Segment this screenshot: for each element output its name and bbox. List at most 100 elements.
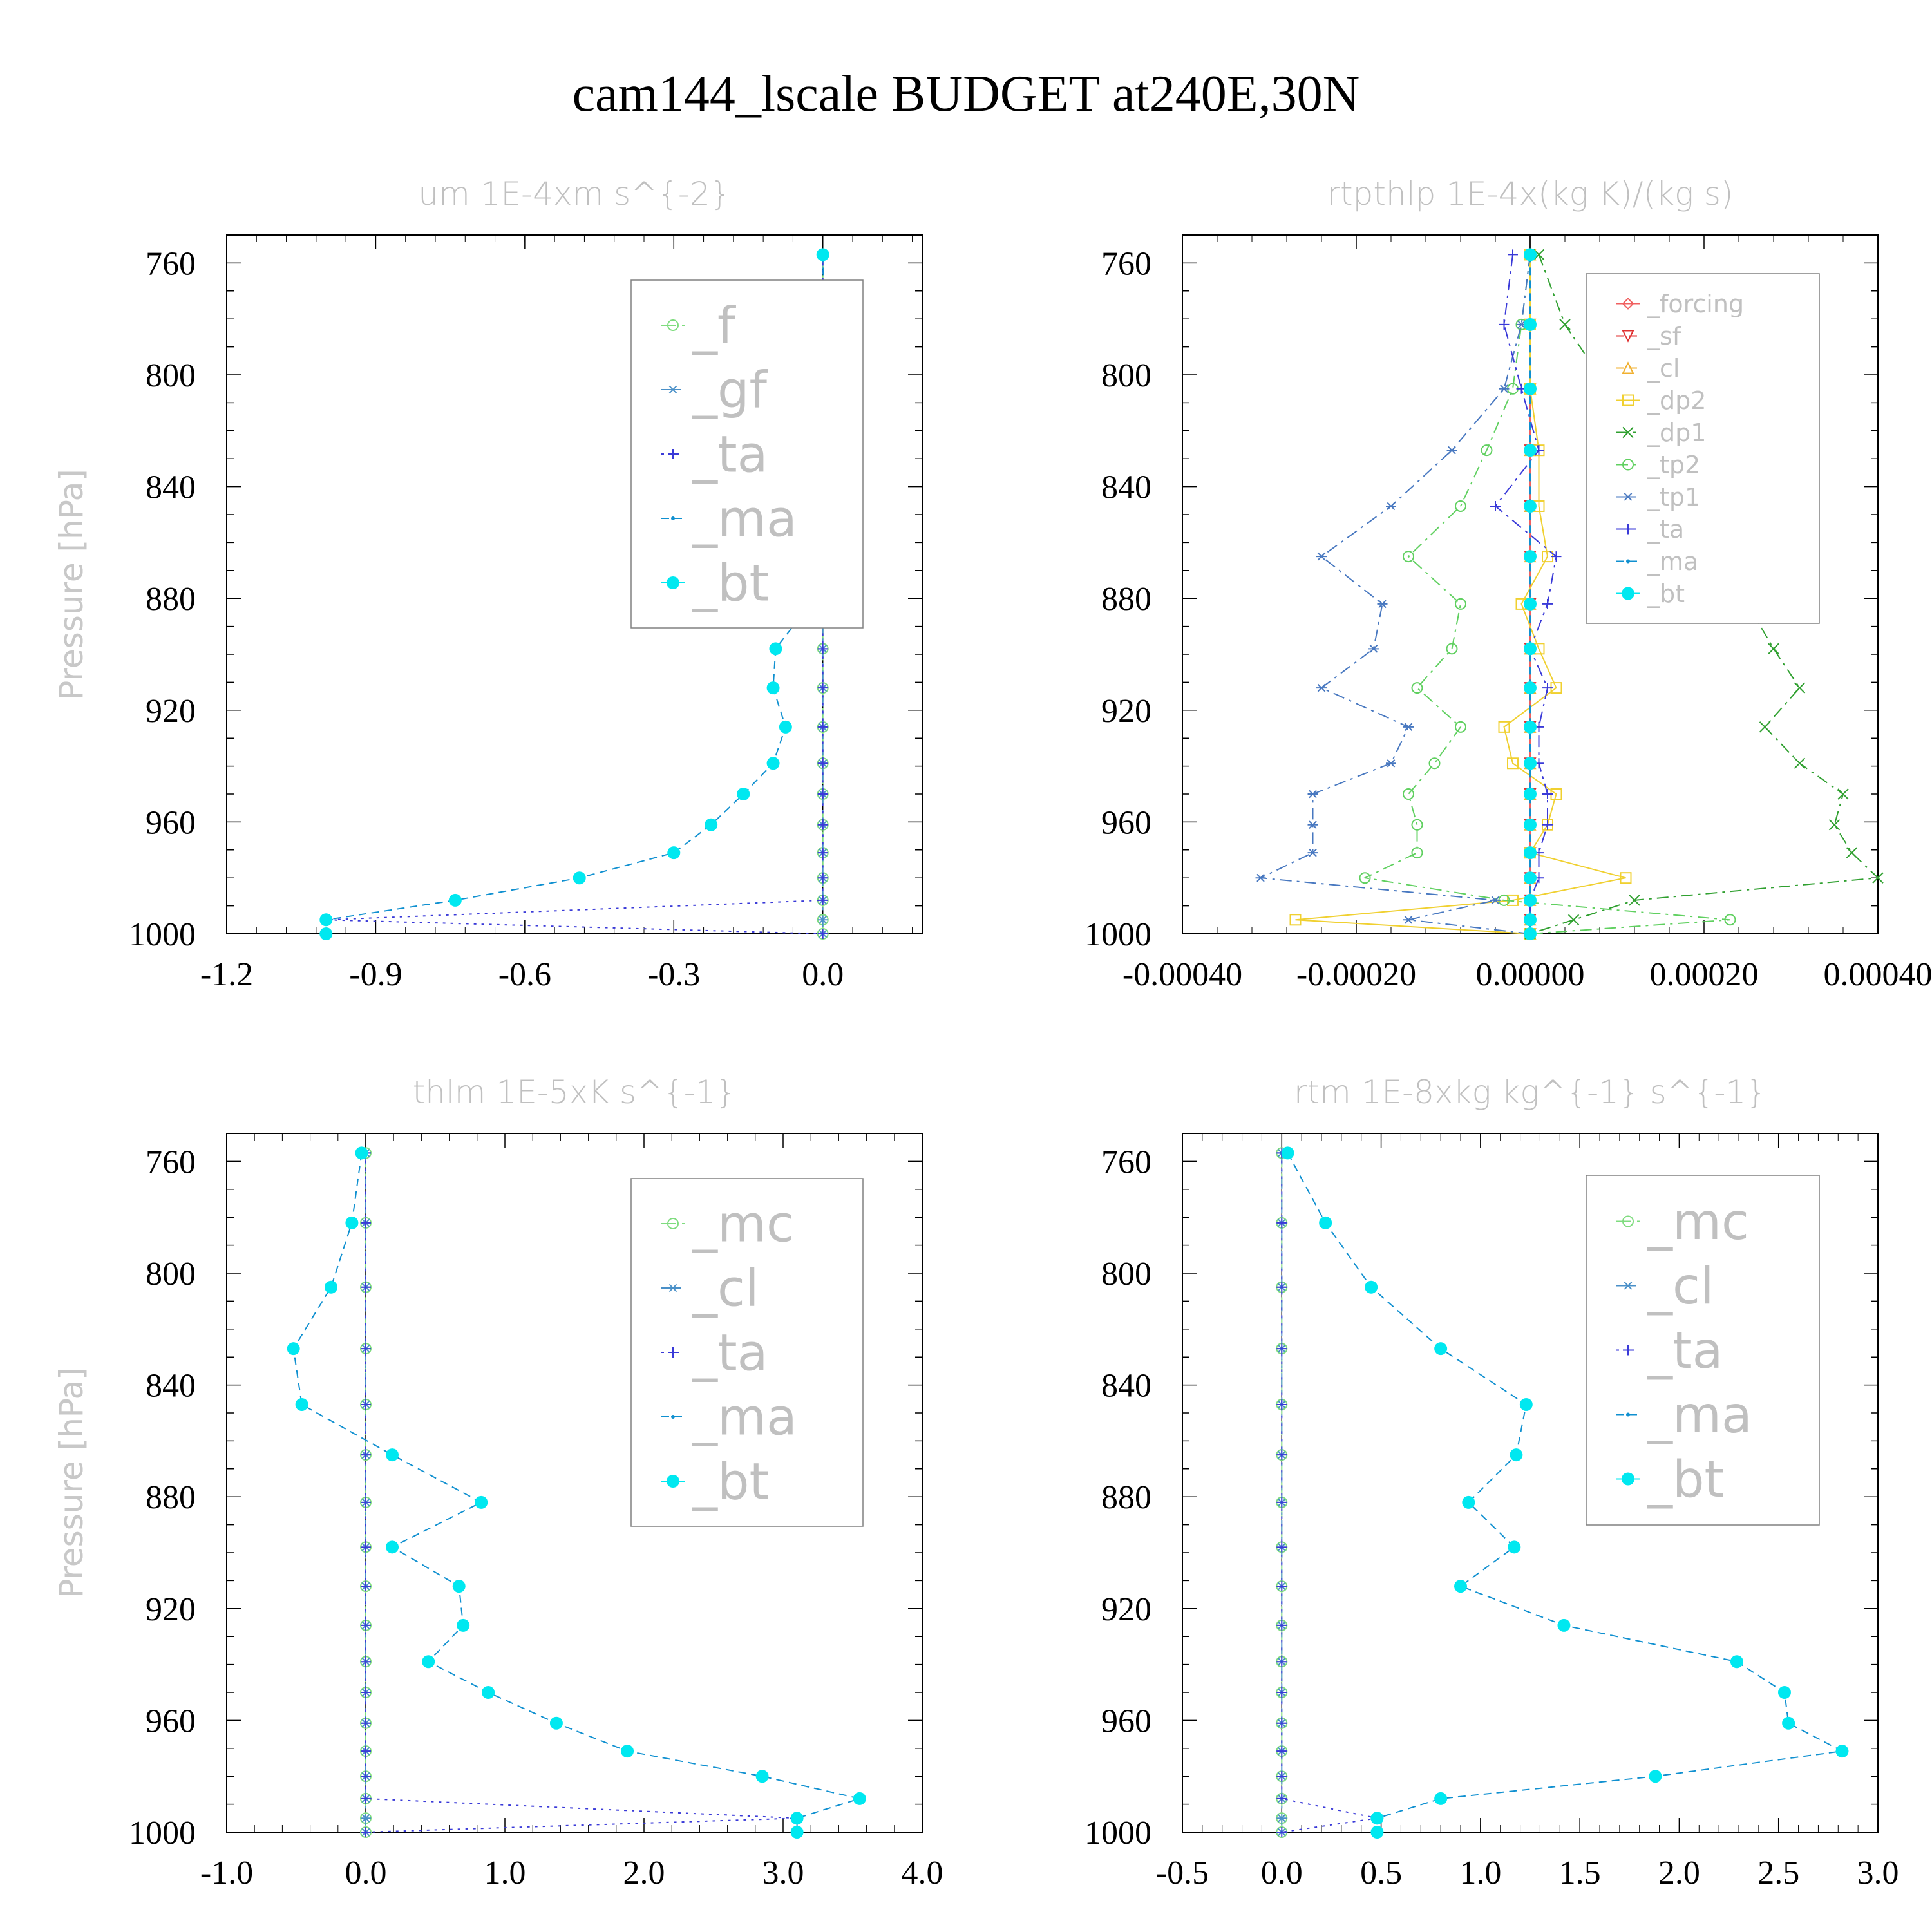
data-point <box>1524 871 1537 885</box>
data-point <box>1567 914 1580 926</box>
data-point <box>1524 382 1537 395</box>
legend-swatch-marker <box>1622 298 1634 310</box>
data-point <box>1620 872 1632 884</box>
series-dp2 <box>1289 249 1632 940</box>
data-point <box>1777 1686 1791 1699</box>
figure-title: cam144_lscale BUDGET at240E,30N <box>573 66 1360 122</box>
data-point <box>766 757 780 770</box>
y-tick-label: 760 <box>1101 1144 1151 1180</box>
data-point <box>1255 873 1266 882</box>
data-point <box>1551 551 1562 562</box>
legend-label: _mc <box>692 1195 794 1253</box>
plot-frame <box>226 1133 923 1833</box>
legend-swatch-marker <box>1626 1412 1630 1417</box>
data-point <box>621 1745 634 1758</box>
data-point <box>737 788 750 800</box>
panels: um 1E-4xm s^{-2} Pressure [hPa] 760 800 840 8… <box>53 175 1932 1891</box>
data-point <box>1498 721 1510 733</box>
series-line <box>1258 254 1531 934</box>
data-point <box>1276 1343 1287 1354</box>
data-point <box>1490 500 1501 511</box>
legend-swatch-marker <box>668 1283 678 1293</box>
data-point <box>1455 598 1466 610</box>
data-point <box>1837 788 1849 800</box>
data-point <box>1510 1448 1523 1462</box>
legend-swatch-marker <box>1622 426 1634 439</box>
data-point <box>779 720 792 734</box>
legend: _forcing _sf _cl _dp2 _dp1 _tp2 _tp1 _ta _ma _bt <box>1586 273 1820 624</box>
panel-1: um 1E-4xm s^{-2} Pressure [hPa] 760 800 840 8… <box>53 175 923 993</box>
data-point <box>1462 1495 1475 1509</box>
data-point <box>452 1580 466 1593</box>
legend-box <box>1586 273 1820 624</box>
data-point <box>1316 683 1327 692</box>
series-line <box>1363 254 1730 934</box>
legend-label: _forcing <box>1647 290 1744 318</box>
y-tick-label: 960 <box>1101 1703 1151 1739</box>
data-point <box>448 893 462 907</box>
data-point <box>361 1814 371 1823</box>
data-point <box>1524 444 1537 457</box>
data-point <box>1319 1216 1332 1229</box>
data-point <box>1524 317 1537 331</box>
x-tick-label: 0.0 <box>345 1855 387 1891</box>
data-point <box>1377 600 1388 609</box>
data-point <box>1446 643 1458 655</box>
data-point <box>817 873 828 884</box>
data-point <box>457 1618 470 1632</box>
data-point <box>817 848 828 858</box>
y-tick-label: 880 <box>146 581 196 618</box>
data-point <box>386 1540 399 1554</box>
legend-swatch-marker <box>1622 330 1634 343</box>
data-point <box>1276 1497 1287 1508</box>
y-tick-label: 880 <box>1101 1479 1151 1516</box>
series-bt <box>1281 1146 1849 1839</box>
data-point <box>1276 1687 1287 1698</box>
data-point <box>1724 914 1736 926</box>
data-point <box>1307 820 1318 829</box>
data-point <box>1759 721 1771 733</box>
legend-label: _bt <box>1647 1451 1724 1509</box>
data-point <box>1768 643 1779 655</box>
data-point <box>817 819 828 830</box>
legend-label: _ta <box>692 1324 768 1382</box>
legend-swatch-marker <box>668 449 678 459</box>
series-line <box>1281 1153 1378 1833</box>
data-point <box>1524 893 1537 907</box>
data-point <box>482 1686 495 1699</box>
legend-swatch-marker <box>1623 524 1633 535</box>
series-line <box>292 1153 862 1832</box>
legend-label: _ma <box>692 1388 797 1446</box>
data-point <box>1276 1793 1287 1804</box>
legend-swatch-marker <box>667 1475 679 1488</box>
data-point <box>1846 847 1858 858</box>
data-point <box>422 1655 435 1669</box>
legend-label: _cl <box>1647 354 1680 383</box>
data-point <box>361 1656 371 1667</box>
data-point <box>1455 721 1466 733</box>
data-point <box>1649 1770 1662 1783</box>
data-point <box>1508 1540 1521 1554</box>
data-point <box>1289 914 1302 926</box>
data-point <box>1519 1397 1533 1411</box>
data-point <box>1276 1620 1287 1631</box>
legend-swatch-marker <box>1626 559 1630 564</box>
series-ta <box>1490 249 1562 939</box>
legend-swatch-marker <box>1622 361 1634 374</box>
y-tick-label: 800 <box>146 357 196 394</box>
data-point <box>1524 681 1537 695</box>
legend-swatch-marker <box>667 319 679 331</box>
data-point <box>361 1542 371 1553</box>
series-line <box>1295 254 1626 934</box>
plot-frame <box>1182 1133 1879 1833</box>
data-point <box>345 1216 359 1229</box>
data-point <box>1508 249 1518 260</box>
x-tick-label: -0.9 <box>349 956 402 993</box>
data-point <box>1499 319 1510 330</box>
series-tp1 <box>1255 251 1535 938</box>
data-point <box>667 846 681 860</box>
data-point <box>1411 819 1423 831</box>
data-point <box>1276 1217 1287 1228</box>
legend-swatch-marker <box>1623 1345 1633 1356</box>
